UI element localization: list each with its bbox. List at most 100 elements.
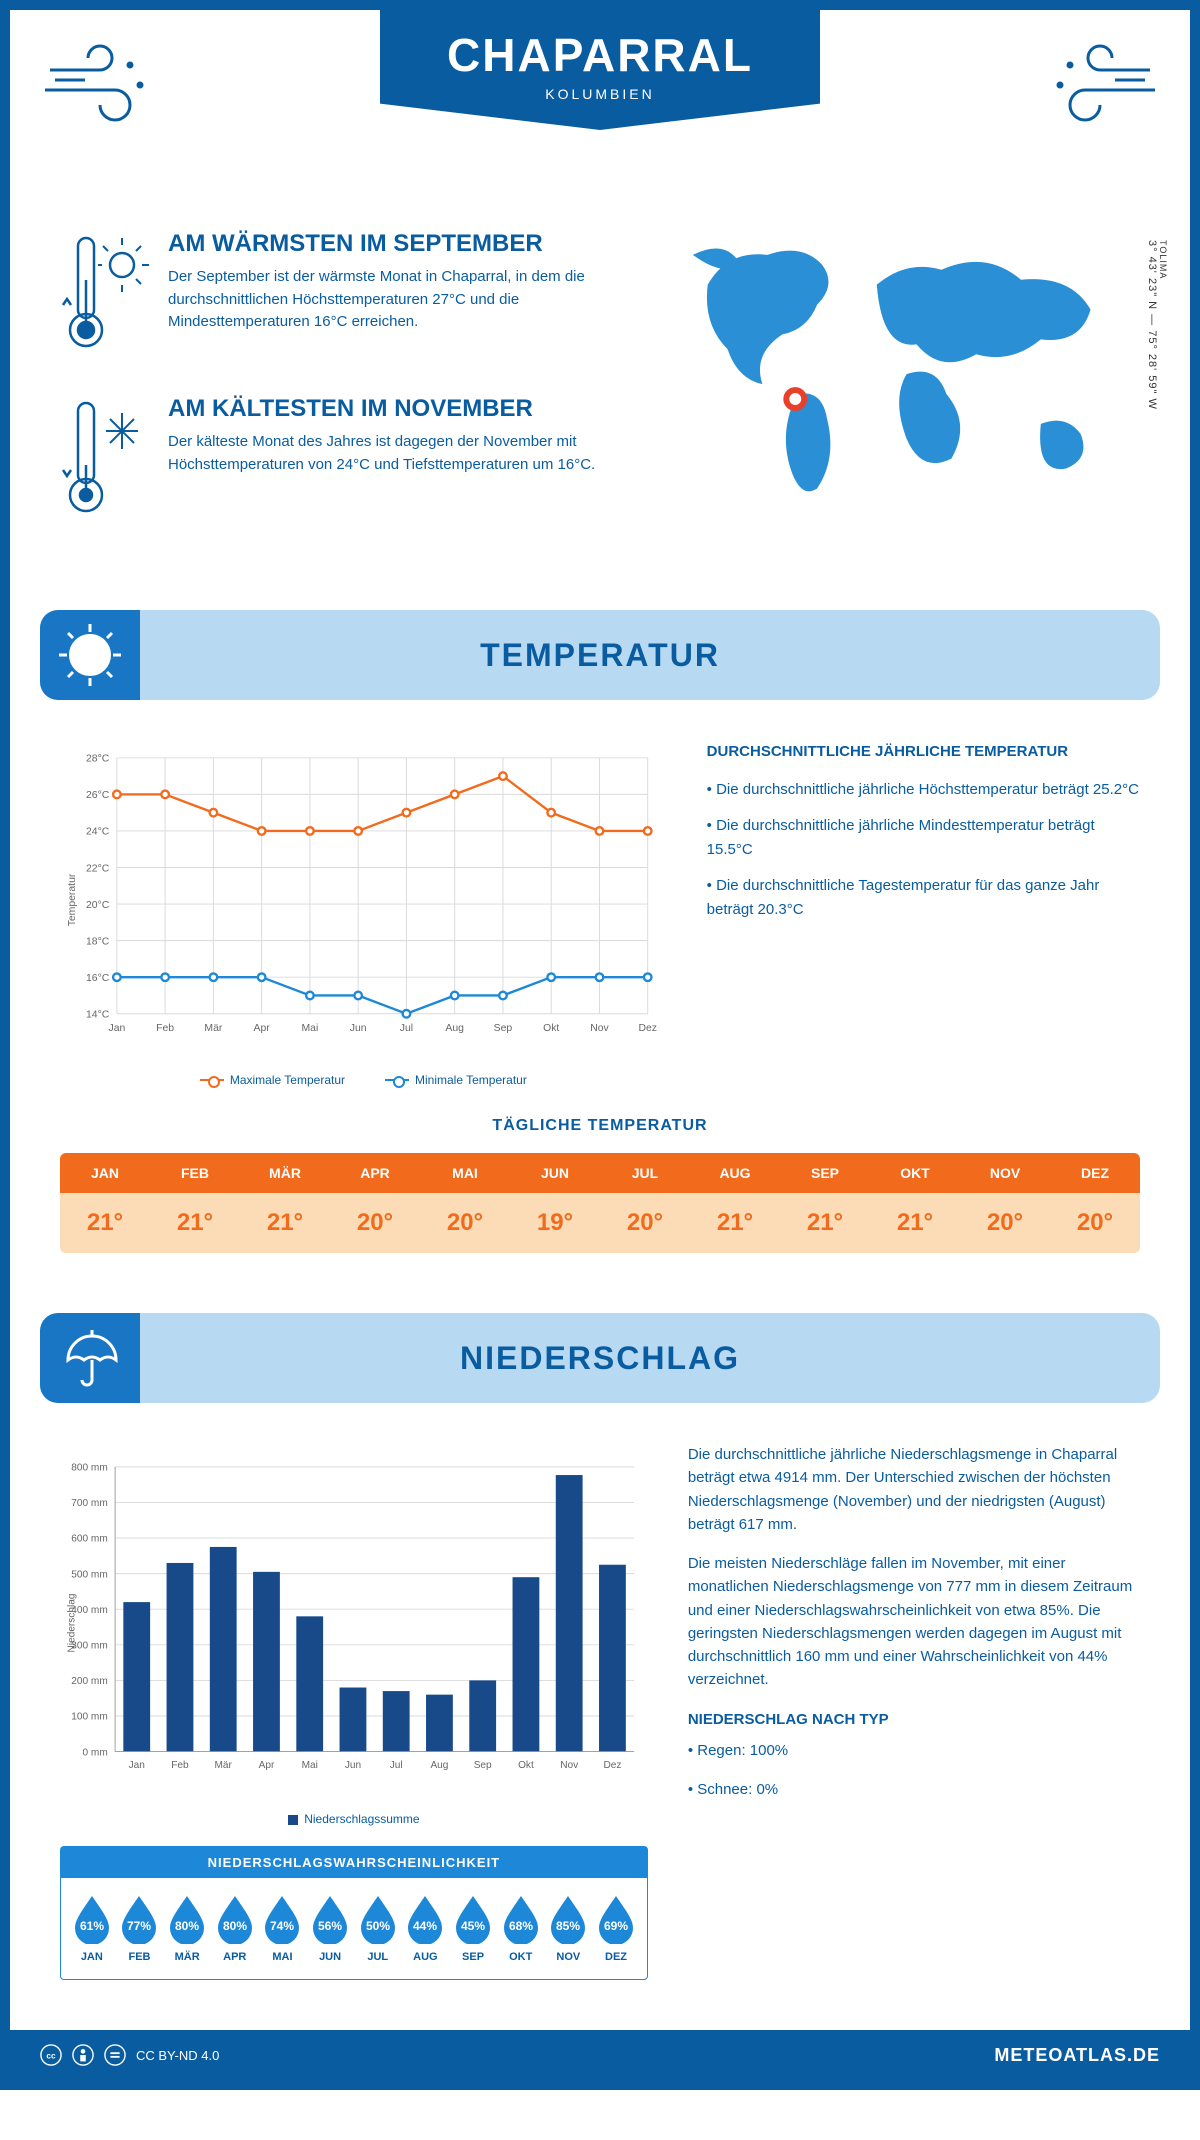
license: cc CC BY-ND 4.0 [40,2044,219,2066]
table-cell: 19° [510,1193,600,1253]
wind-icon [40,30,160,135]
svg-text:Mai: Mai [302,1023,319,1034]
svg-text:61%: 61% [80,1919,104,1933]
svg-text:69%: 69% [604,1919,628,1933]
precip-body: 0 mm100 mm200 mm300 mm400 mm500 mm600 mm… [10,1423,1190,2000]
prob-drop: 69%DEZ [593,1892,639,1963]
svg-text:cc: cc [46,2052,56,2061]
prob-heading: NIEDERSCHLAGSWAHRSCHEINLICHKEIT [61,1847,647,1878]
table-cell: 20° [420,1193,510,1253]
svg-text:Aug: Aug [430,1760,448,1771]
temp-info: DURCHSCHNITTLICHE JÄHRLICHE TEMPERATUR •… [707,740,1140,1087]
table-header: JUN [510,1153,600,1193]
svg-text:14°C: 14°C [86,1010,110,1021]
svg-text:74%: 74% [270,1919,294,1933]
prob-drop: 50%JUL [355,1892,401,1963]
svg-text:Sep: Sep [494,1023,513,1034]
svg-text:Mär: Mär [215,1760,233,1771]
svg-text:Sep: Sep [474,1760,492,1771]
svg-text:Feb: Feb [171,1760,189,1771]
svg-text:Dez: Dez [638,1023,657,1034]
header: CHAPARRAL KOLUMBIEN [10,10,1190,210]
svg-text:Feb: Feb [156,1023,174,1034]
page: CHAPARRAL KOLUMBIEN AM WÄRMSTEN IM SEPTE… [0,0,1200,2090]
svg-text:77%: 77% [127,1919,151,1933]
table-header: JUL [600,1153,690,1193]
svg-text:18°C: 18°C [86,936,110,947]
prob-drop: 44%AUG [403,1892,449,1963]
table-header: SEP [780,1153,870,1193]
svg-text:Jul: Jul [400,1023,413,1034]
table-cell: 20° [960,1193,1050,1253]
map-area: TOLIMA 3° 43' 23" N — 75° 28' 59" W [663,230,1140,560]
prob-drop: 61%JAN [69,1892,115,1963]
svg-text:Niederschlag: Niederschlag [67,1594,78,1653]
temp-chart: 14°C16°C18°C20°C22°C24°C26°C28°CJanFebMä… [60,740,667,1087]
svg-text:16°C: 16°C [86,973,110,984]
table-header: OKT [870,1153,960,1193]
svg-text:22°C: 22°C [86,863,110,874]
daily-temp-table: JANFEBMÄRAPRMAIJUNJULAUGSEPOKTNOVDEZ21°2… [60,1153,1140,1253]
title-banner: CHAPARRAL KOLUMBIEN [380,10,820,130]
svg-text:44%: 44% [413,1919,437,1933]
svg-text:0 mm: 0 mm [83,1747,108,1758]
table-cell: 21° [150,1193,240,1253]
prob-box: NIEDERSCHLAGSWAHRSCHEINLICHKEIT 61%JAN 77… [60,1846,648,1980]
warmest-block: AM WÄRMSTEN IM SEPTEMBER Der September i… [60,230,633,365]
temp-legend: Maximale Temperatur Minimale Temperatur [60,1073,667,1087]
coldest-text: Der kälteste Monat des Jahres ist dagege… [168,431,633,476]
daily-temp: TÄGLICHE TEMPERATUR JANFEBMÄRAPRMAIJUNJU… [10,1107,1190,1293]
svg-text:Jan: Jan [108,1023,125,1034]
svg-text:45%: 45% [461,1919,485,1933]
daily-temp-heading: TÄGLICHE TEMPERATUR [60,1117,1140,1135]
svg-text:Okt: Okt [543,1023,559,1034]
svg-text:Dez: Dez [603,1760,621,1771]
temp-heading: TEMPERATUR [480,637,720,674]
svg-text:20°C: 20°C [86,900,110,911]
table-cell: 21° [690,1193,780,1253]
prob-drop: 85%NOV [546,1892,592,1963]
svg-text:Nov: Nov [590,1023,609,1034]
svg-text:600 mm: 600 mm [71,1534,107,1545]
by-icon [72,2044,94,2066]
sun-icon [40,610,140,700]
precip-legend: Niederschlagssumme [60,1812,648,1826]
svg-text:24°C: 24°C [86,827,110,838]
svg-text:Apr: Apr [254,1023,271,1034]
svg-text:80%: 80% [175,1919,199,1933]
coordinates: TOLIMA 3° 43' 23" N — 75° 28' 59" W [1146,240,1168,410]
table-cell: 21° [780,1193,870,1253]
svg-text:Aug: Aug [445,1023,464,1034]
svg-text:Jun: Jun [350,1023,367,1034]
footer: cc CC BY-ND 4.0 METEOATLAS.DE [10,2030,1190,2080]
warmest-text: Der September ist der wärmste Monat in C… [168,266,633,334]
svg-text:Nov: Nov [560,1760,579,1771]
prob-drop: 80%APR [212,1892,258,1963]
precip-left: 0 mm100 mm200 mm300 mm400 mm500 mm600 mm… [60,1443,648,1980]
svg-text:80%: 80% [223,1919,247,1933]
svg-text:700 mm: 700 mm [71,1498,107,1509]
wind-icon [1040,30,1160,135]
svg-text:56%: 56% [318,1919,342,1933]
svg-text:800 mm: 800 mm [71,1463,107,1474]
page-subtitle: KOLUMBIEN [380,86,820,102]
svg-text:85%: 85% [556,1919,580,1933]
table-cell: 20° [1050,1193,1140,1253]
table-cell: 21° [240,1193,330,1253]
intro-section: AM WÄRMSTEN IM SEPTEMBER Der September i… [10,210,1190,590]
table-header: JAN [60,1153,150,1193]
table-header: DEZ [1050,1153,1140,1193]
svg-text:Apr: Apr [259,1760,275,1771]
table-cell: 20° [330,1193,420,1253]
cc-icon: cc [40,2044,62,2066]
svg-text:Jan: Jan [129,1760,145,1771]
temp-section-bar: TEMPERATUR [40,610,1160,700]
table-header: AUG [690,1153,780,1193]
prob-drop: 68%OKT [498,1892,544,1963]
world-map-icon [663,230,1140,508]
svg-text:50%: 50% [366,1919,390,1933]
thermometer-sun-icon [60,230,150,365]
prob-drop: 74%MAI [260,1892,306,1963]
precip-text: Die durchschnittliche jährliche Niedersc… [688,1443,1140,1980]
table-header: FEB [150,1153,240,1193]
